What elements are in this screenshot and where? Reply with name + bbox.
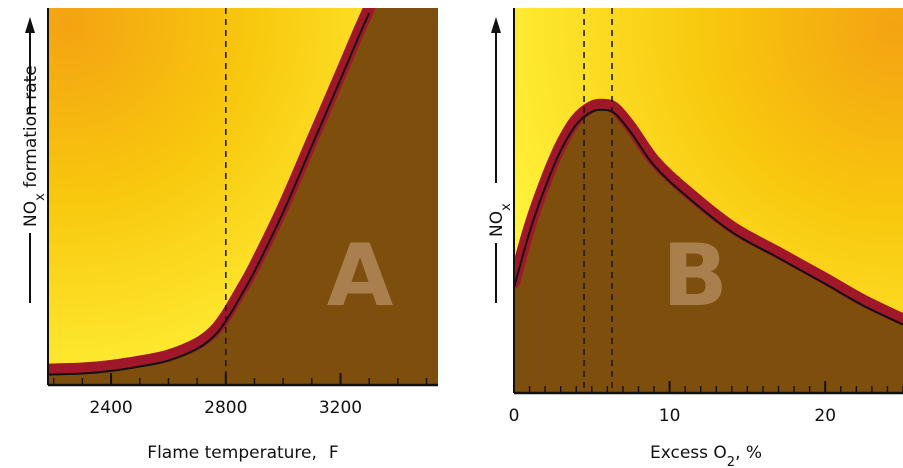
x-tick-label: 10	[659, 406, 681, 426]
y-axis-title-a-group: NOx formation rate	[21, 17, 48, 303]
nox-curve-b-outline	[514, 98, 903, 326]
x-tick-label: 0	[509, 406, 520, 426]
x-tick-label: 20	[814, 406, 836, 426]
x-tick-label: 2400	[89, 398, 132, 418]
y-axis-title-a: NOx formation rate	[21, 65, 48, 227]
y-axis-title-a-main: NO	[21, 201, 41, 227]
nox-curve-a	[48, 12, 371, 376]
x-axis-title-b: Excess O2, %	[650, 443, 762, 468]
y-axis-title-b-subscript: x	[499, 203, 514, 211]
x-tick-label: 2800	[204, 398, 247, 418]
x-axis-title-b-rest: , %	[735, 443, 762, 463]
nox-curve-a-outline	[48, 8, 376, 376]
x-axis-title-b-main: Excess O	[650, 443, 727, 463]
panel-label-b: B	[662, 226, 728, 326]
y-axis-title-a-rest: formation rate	[21, 65, 41, 193]
dashed-reference-lines-b	[583, 8, 613, 393]
x-axis-title-a-main: Flame temperature,	[147, 443, 317, 463]
y-axis-arrowhead-a-icon	[25, 17, 35, 33]
x-tick-label: 3200	[319, 398, 362, 418]
nox-curve-b	[514, 108, 903, 326]
x-axis-title-b-subscript: 2	[727, 455, 735, 468]
x-axis-title-a-unit: F	[329, 443, 339, 463]
y-axis-title-b: NOx	[487, 203, 514, 237]
area-under-curve-a	[48, 8, 438, 385]
y-axis-title-b-group: NOx	[487, 17, 514, 303]
chart-panel-a: A 2400 2800 3200 Flame temperature, F	[47, 8, 438, 463]
y-axis-title-b-main: NO	[487, 211, 507, 237]
x-axis-a: 2400 2800 3200	[48, 373, 438, 418]
x-axis-title-a: Flame temperature, F	[147, 443, 338, 463]
panel-label-a: A	[327, 226, 394, 326]
y-axis-title-a-subscript: x	[33, 193, 48, 201]
chart-panel-b: B 0 10 20 Excess O2, %	[509, 8, 903, 468]
x-axis-b: 0 10 20	[509, 381, 903, 426]
y-axis-arrowhead-b-icon	[491, 17, 501, 33]
